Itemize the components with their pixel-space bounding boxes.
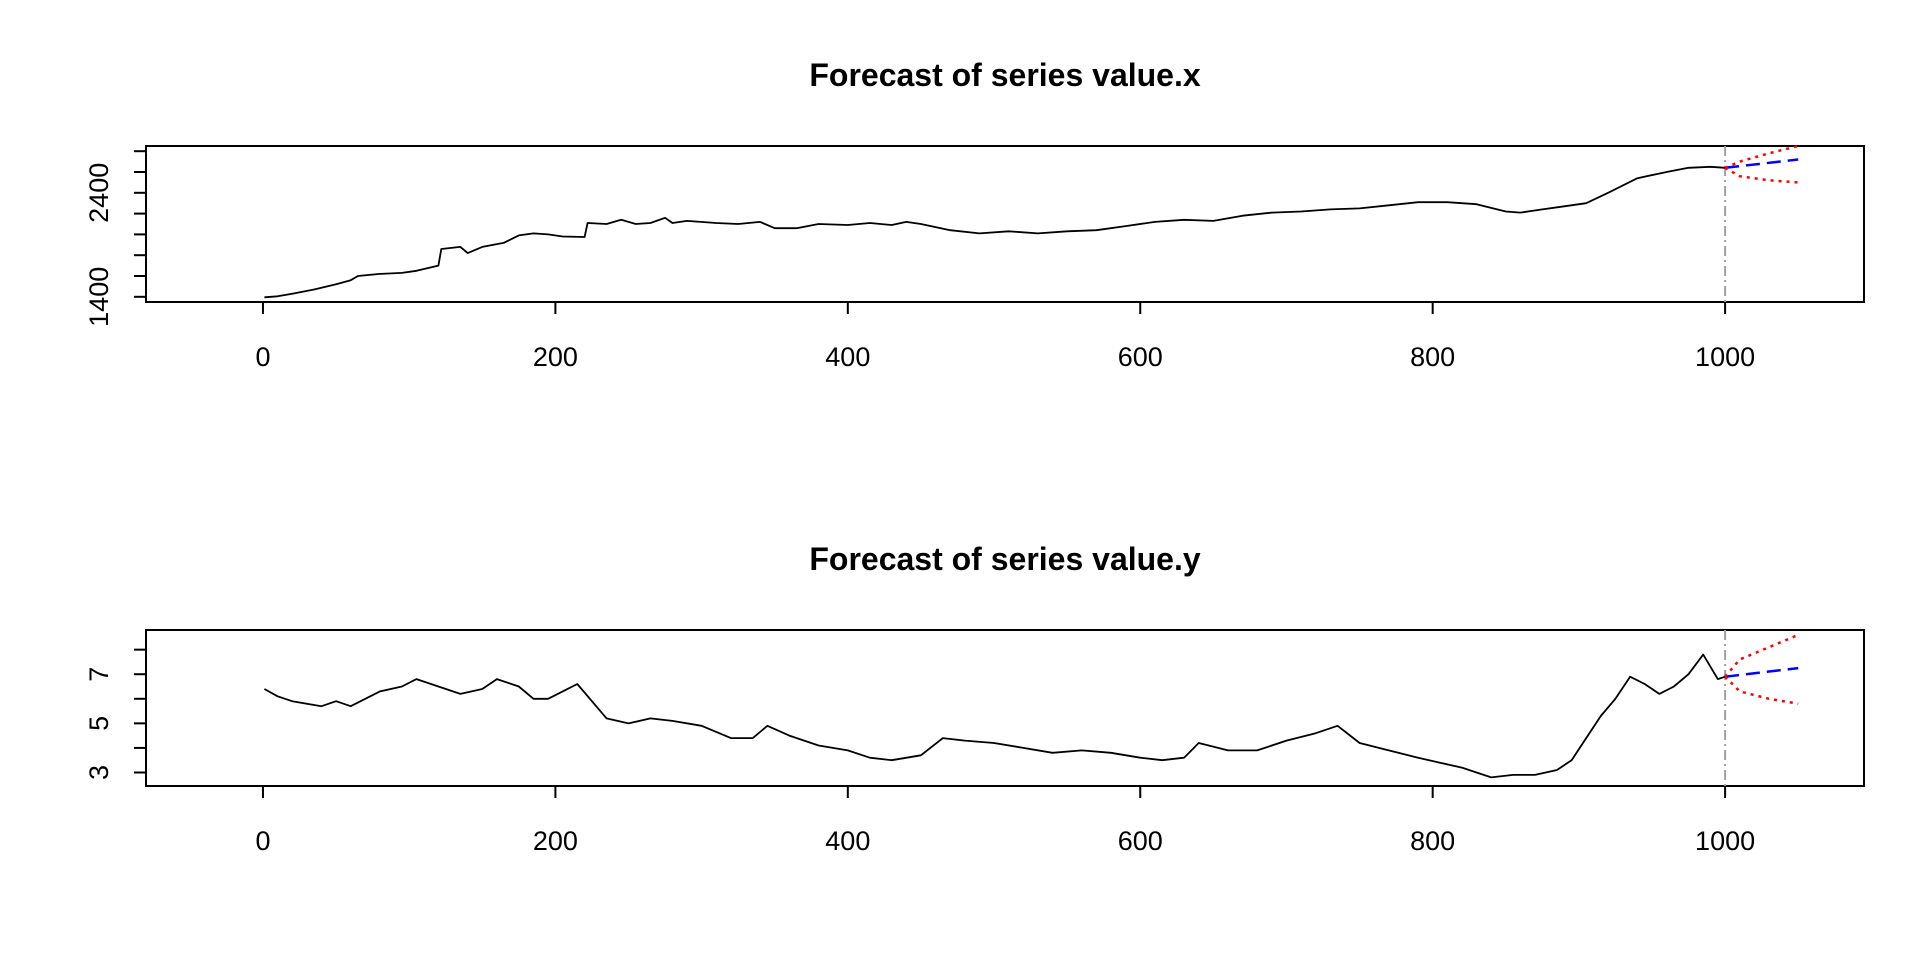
y-tick-label: 3 [84,765,114,780]
x-tick-label: 200 [533,342,578,372]
series-lower-line [1724,166,1799,184]
y-tick-label: 7 [84,667,114,682]
chart-title: Forecast of series value.x [809,57,1201,93]
plot-frame [145,629,1865,787]
series-observed-line [263,653,1726,779]
series-upper-line [1724,144,1799,169]
x-tick-label: 1000 [1695,826,1755,856]
series-upper-line [1724,633,1799,678]
x-tick-label: 800 [1410,826,1455,856]
x-tick-label: 200 [533,826,578,856]
x-tick-label: 400 [825,342,870,372]
series-forecast-line [1724,666,1799,678]
chart-title: Forecast of series value.y [809,541,1201,577]
y-tick-label: 2400 [84,163,114,223]
chart-panel-1: Forecast of series value.x 0 200 400 600 800 1… [84,57,1865,372]
plot-frame [145,145,1865,303]
x-tick-label: 0 [255,342,270,372]
x-tick-label: 800 [1410,342,1455,372]
x-tick-label: 400 [825,826,870,856]
x-tick-label: 600 [1118,826,1163,856]
series-forecast-line [1724,158,1799,170]
series-observed-line [264,165,1726,299]
chart-panel-2: Forecast of series value.y 0 200 400 600 800 1… [84,541,1865,856]
x-tick-label: 1000 [1695,342,1755,372]
y-tick-label: 1400 [84,267,114,327]
series-lower-line [1724,675,1799,705]
x-tick-label: 600 [1118,342,1163,372]
y-tick-label: 5 [84,716,114,731]
x-tick-label: 0 [255,826,270,856]
